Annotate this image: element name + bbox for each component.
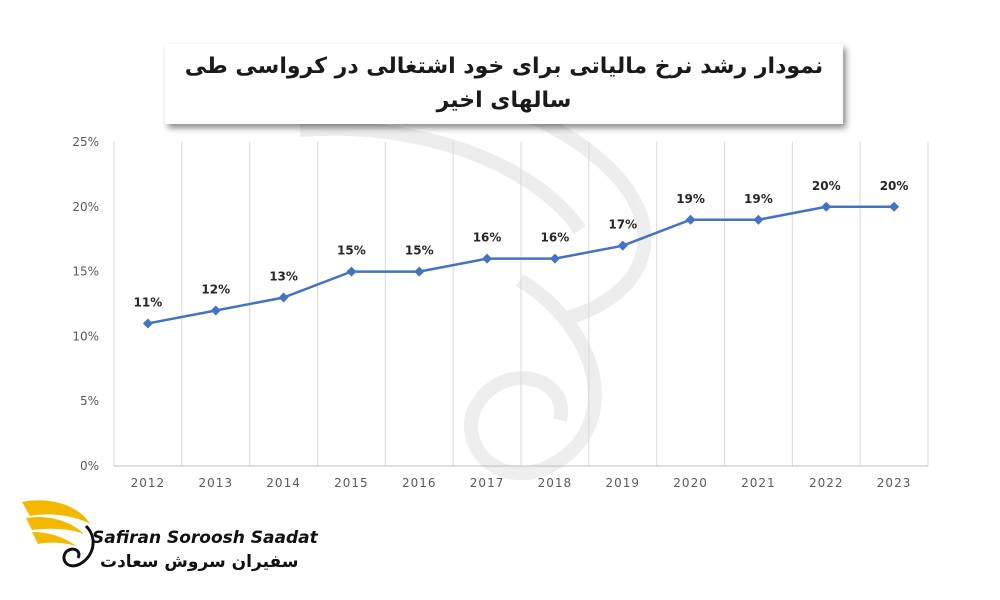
x-tick-label: 2013 xyxy=(198,476,233,490)
data-point-marker xyxy=(210,305,221,316)
data-labels: 11% 12% 13% 15% 15% 16% 16% 17% 19% 19% 20% 20% xyxy=(134,179,909,310)
chart-title-box: نمودار رشد نرخ مالیاتی برای خود اشتغالی … xyxy=(165,44,843,124)
y-tick-label: 5% xyxy=(80,394,99,408)
logo-name-persian: سفیران سروش سعادت xyxy=(100,552,299,572)
data-point-marker xyxy=(889,201,900,212)
data-label: 15% xyxy=(405,244,434,258)
data-points xyxy=(142,201,900,329)
x-tick-label: 2018 xyxy=(538,476,573,490)
data-point-marker xyxy=(685,214,696,225)
y-tick-label: 25% xyxy=(72,135,99,149)
x-tick-label: 2019 xyxy=(605,476,640,490)
data-label: 16% xyxy=(541,231,570,245)
swan-logo-icon xyxy=(22,500,95,568)
x-tick-label: 2015 xyxy=(334,476,369,490)
y-axis: 0% 5% 10% 15% 20% 25% xyxy=(72,135,99,473)
x-tick-label: 2022 xyxy=(809,476,844,490)
data-label: 11% xyxy=(134,295,163,309)
x-tick-label: 2016 xyxy=(402,476,437,490)
series-line xyxy=(147,205,895,325)
data-point-marker xyxy=(142,318,153,329)
y-tick-label: 0% xyxy=(80,459,99,473)
data-point-marker xyxy=(346,266,357,277)
grid-lines xyxy=(113,142,929,467)
x-axis: 2012 2013 2014 2015 2016 2017 2018 2019 2020 2021… xyxy=(131,476,912,490)
x-tick-label: 2012 xyxy=(131,476,166,490)
x-tick-label: 2014 xyxy=(266,476,301,490)
logo-name-english: Safiran Soroosh Saadat xyxy=(92,528,318,548)
data-label: 19% xyxy=(744,192,773,206)
data-point-marker xyxy=(414,266,425,277)
data-label: 19% xyxy=(676,192,705,206)
data-point-marker xyxy=(753,214,764,225)
data-point-marker xyxy=(821,201,832,212)
data-label: 13% xyxy=(269,270,298,284)
data-point-marker xyxy=(278,292,289,303)
data-point-marker xyxy=(549,253,560,264)
chart-title: نمودار رشد نرخ مالیاتی برای خود اشتغالی … xyxy=(184,54,824,113)
data-label: 12% xyxy=(201,282,230,296)
y-tick-label: 20% xyxy=(72,200,99,214)
x-tick-label: 2021 xyxy=(741,476,776,490)
data-label: 17% xyxy=(608,218,637,232)
x-tick-label: 2020 xyxy=(673,476,708,490)
x-tick-label: 2023 xyxy=(877,476,912,490)
data-label: 15% xyxy=(337,244,366,258)
y-tick-label: 10% xyxy=(72,329,99,343)
data-label: 20% xyxy=(880,179,909,193)
data-point-marker xyxy=(617,240,628,251)
x-tick-label: 2017 xyxy=(470,476,505,490)
y-tick-label: 15% xyxy=(72,265,99,279)
data-label: 20% xyxy=(812,179,841,193)
data-point-marker xyxy=(482,253,493,264)
data-label: 16% xyxy=(473,231,502,245)
company-logo: Safiran Soroosh Saadat سفیران سروش سعادت xyxy=(20,494,318,584)
